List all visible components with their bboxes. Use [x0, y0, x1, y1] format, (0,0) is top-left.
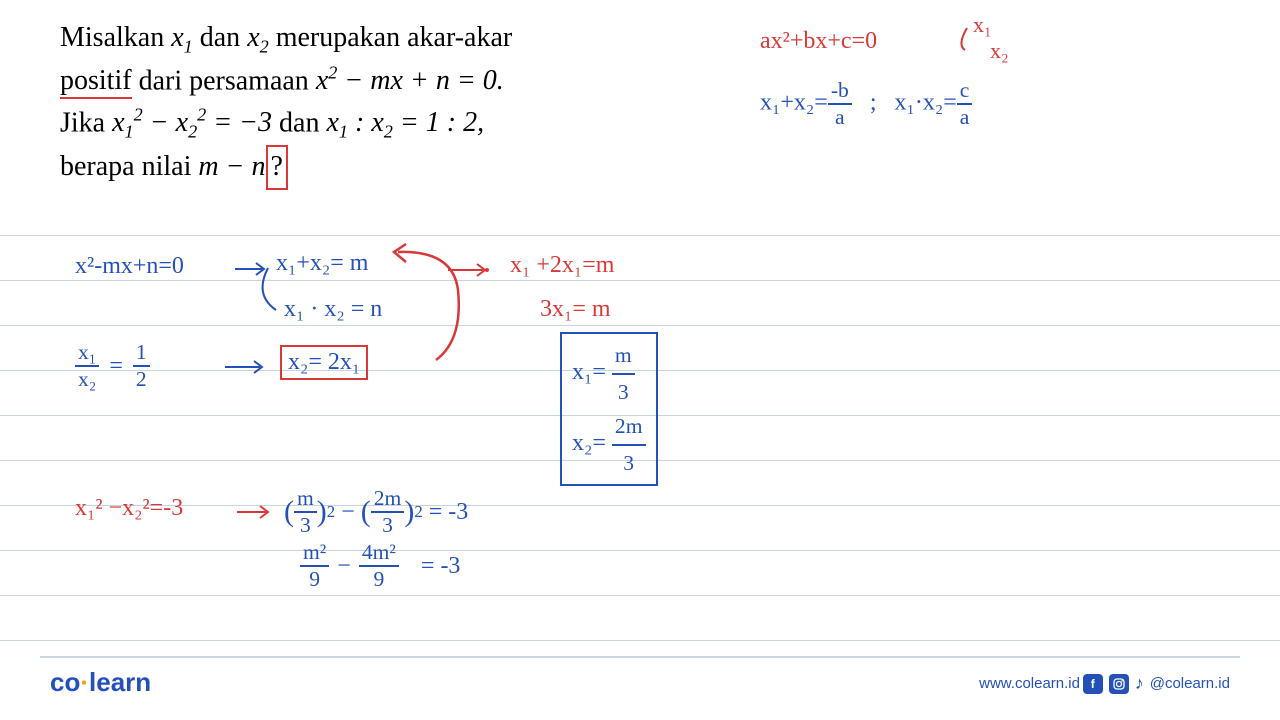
text: dari persamaan: [132, 65, 316, 96]
text: dan: [193, 22, 247, 53]
text: dan: [272, 107, 326, 138]
vieta-quadratic: ax²+bx+c=0: [760, 28, 877, 55]
substitution-1: x₁ +2x₁=m: [510, 252, 614, 279]
arrow-icon: [445, 258, 495, 282]
text: Jika: [60, 107, 112, 138]
diff-squares-given: x₁² −x₂²=-3: [75, 495, 183, 522]
url-text: www.colearn.id: [979, 675, 1080, 692]
footer-line: [40, 656, 1240, 658]
text: berapa nilai: [60, 151, 198, 182]
arrow-icon: [222, 355, 272, 379]
equation-2b: x1 : x2 = 1 : 2,: [326, 107, 484, 138]
facebook-icon: f: [1083, 674, 1103, 694]
vieta-sum-applied: x₁+x₂= m: [276, 250, 368, 277]
vieta-sum: x₁+x₂=-ba ; x₁·x₂=ca: [760, 78, 972, 130]
roots-bracket-icon: x₁ x₂: [955, 10, 1075, 70]
var-x1: x1: [171, 22, 193, 53]
svg-text:x₁: x₁: [973, 12, 992, 37]
var-x2: x2: [247, 22, 269, 53]
underlined-positif: positif: [60, 65, 132, 99]
footer: co·learn www.colearn.id f ♪ @colearn.id: [0, 662, 1280, 702]
text: Misalkan: [60, 22, 171, 53]
logo: co·learn: [50, 667, 151, 698]
equation-2a: x12 − x22 = −3: [112, 107, 272, 138]
question-mark-boxed: ?: [266, 145, 288, 190]
calc-step-1: (m3)2 − (2m3)2 = -3: [284, 486, 468, 538]
arrow-icon: [234, 500, 278, 524]
social-handle: @colearn.id: [1150, 675, 1230, 692]
text: merupakan akar-akar: [269, 22, 513, 53]
work-quadratic: x²-mx+n=0: [75, 253, 184, 280]
equation-3: m − n: [198, 151, 265, 182]
calc-step-2: m²9 − 4m²9 = -3: [300, 540, 460, 592]
ratio-result-boxed: x₂= 2x₁: [280, 345, 368, 380]
social-icons: f ♪ @colearn.id: [1083, 673, 1230, 694]
instagram-icon: [1109, 674, 1129, 694]
problem-statement: Misalkan x1 dan x2 merupakan akar-akar p…: [60, 18, 640, 190]
equation-1: x2 − mx + n = 0.: [316, 65, 504, 96]
arrow-icon: [230, 256, 274, 282]
solutions-box: x₁= m3 x₂= 2m3: [560, 332, 658, 486]
svg-text:x₂: x₂: [990, 38, 1009, 63]
tiktok-icon: ♪: [1135, 673, 1144, 694]
substitution-2: 3x₁= m: [540, 296, 611, 323]
ratio-equation: x₁x₂ = 12: [75, 340, 150, 392]
vieta-prod-applied: x₁ · x₂ = n: [284, 296, 382, 323]
